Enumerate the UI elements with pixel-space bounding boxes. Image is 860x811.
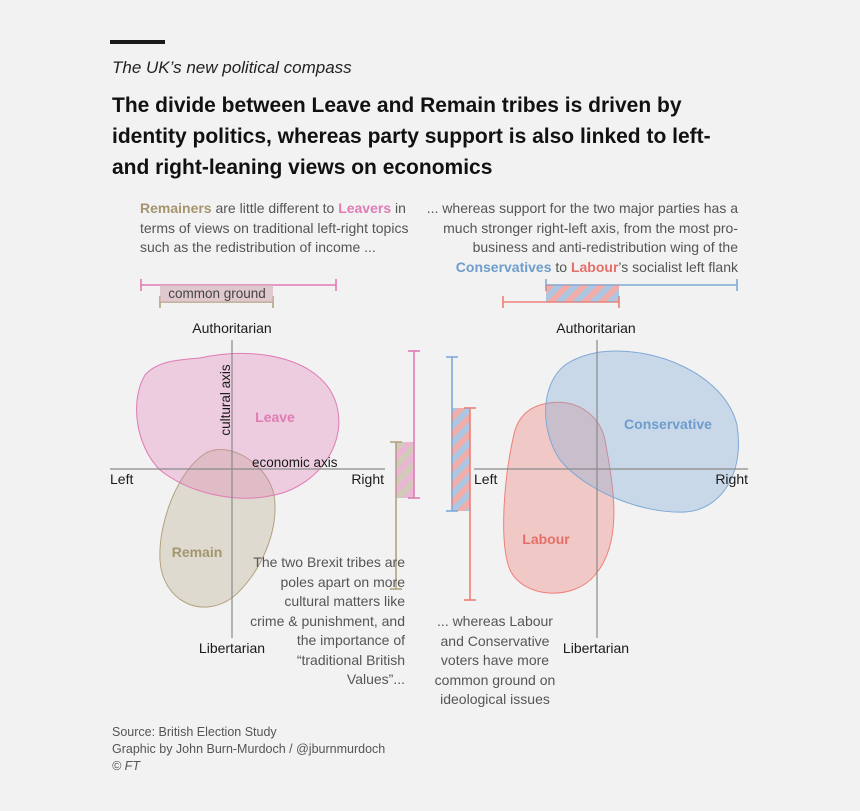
source-line: Source: British Election Study [112,725,277,739]
party-panel: Authoritarian Libertarian Left Right Con… [446,279,748,656]
copyright-line: © FT [112,759,140,773]
party-economic-overlap [546,285,619,302]
leavers-word: Leavers [338,200,392,216]
party-authoritarian-label: Authoritarian [556,320,635,336]
cultural-axis-label: cultural axis [218,364,233,436]
conservative-blob [545,350,739,513]
note-tl-text1: are little different to [211,200,339,216]
headline: The divide between Leave and Remain trib… [112,94,711,179]
party-libertarian-label: Libertarian [563,640,629,656]
brexit-cultural-overlap [396,442,414,498]
common-ground-band [160,285,273,302]
note-tr-text1: ... whereas support for the two major pa… [426,200,738,255]
labour-word: Labour [570,258,619,275]
note-bottom-left: The two Brexit tribes are poles apart on… [250,554,405,687]
conservative-label: Conservative [624,416,712,432]
common-ground-label: common ground [168,286,266,301]
note-tr-text3: ’s socialist left flank [618,258,738,275]
remainers-word: Remainers [140,200,212,216]
remain-label: Remain [172,544,223,560]
top-rule [110,40,165,44]
brexit-panel: common ground Authoritarian Libertarian … [110,279,420,656]
leave-label: Leave [255,409,295,425]
conservatives-word: Conservatives [455,258,552,275]
brexit-authoritarian-label: Authoritarian [192,320,271,336]
credit-line: Graphic by John Burn-Murdoch / @jburnmur… [112,742,386,756]
kicker: The UK’s new political compass [112,58,352,77]
note-tr-text2: to [551,258,571,275]
brexit-libertarian-label: Libertarian [199,640,265,656]
note-tl-text2: in terms of views on traditional left-ri… [140,200,409,255]
note-bottom-right: ... whereas Labour and Conservative vote… [434,613,556,707]
note-top-right: ... whereas support for the two major pa… [410,199,738,277]
party-right-label: Right [715,471,748,487]
brexit-right-label: Right [351,471,384,487]
note-top-left: Remainers are little different to Leaver… [140,199,420,258]
source-block: Source: British Election Study Graphic b… [112,724,385,775]
party-left-label: Left [474,471,497,487]
brexit-left-label: Left [110,471,133,487]
labour-label: Labour [522,531,570,547]
labour-blob [503,401,615,594]
party-cultural-overlap [452,408,470,511]
leave-blob [136,352,340,499]
economic-axis-label: economic axis [252,455,338,470]
